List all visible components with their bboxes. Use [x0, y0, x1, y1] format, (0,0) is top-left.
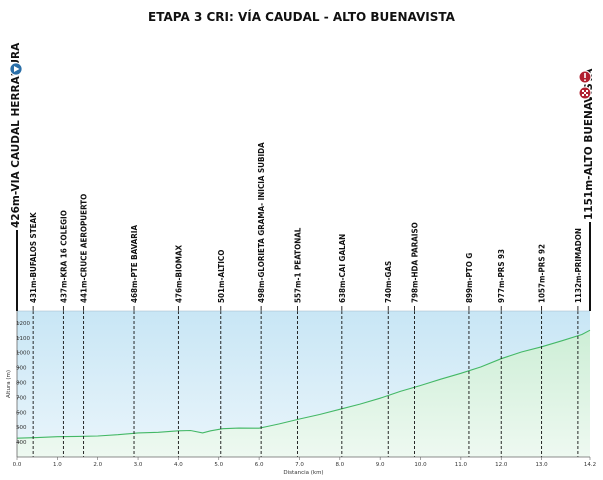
finish-icon-dot — [584, 79, 586, 81]
x-tick-label: 2.0 — [93, 462, 102, 468]
waypoint-label: 557m-1 PEATONAL — [293, 227, 302, 303]
x-tick-label: 1.0 — [53, 462, 62, 468]
x-tick-label: 9.0 — [376, 462, 385, 468]
checker-square — [582, 94, 584, 96]
checker-square — [582, 90, 584, 92]
finish-icon-bang — [584, 73, 586, 78]
checker-square — [586, 90, 588, 92]
y-tick-label: 600 — [16, 410, 27, 416]
waypoint-label: 977m-PRS 93 — [497, 249, 506, 303]
waypoint-label: 431m-BUFALOS STEAK — [29, 212, 38, 303]
x-tick-label: 14.2 — [584, 462, 596, 468]
x-tick-label: 5.0 — [214, 462, 223, 468]
elevation-line — [16, 329, 591, 439]
x-tick-label: 0.0 — [13, 462, 22, 468]
waypoint-label: 1132m-PRIMADON — [574, 228, 583, 303]
waypoint-label: 740m-GAS — [384, 261, 393, 303]
x-tick-label: 11.0 — [455, 462, 468, 468]
waypoint-label: 441m-CRUCE AEROPUERTO — [80, 194, 89, 303]
x-axis-title: Distancia (km) — [283, 470, 323, 476]
finish-label: 1151m-ALTO BUENAVISTA — [583, 68, 595, 220]
finish-checkered-flag-icon — [578, 86, 592, 100]
finish-exclamation-icon — [578, 70, 592, 84]
x-tick-label: 13.0 — [535, 462, 548, 468]
chart-title: ETAPA 3 CRI: VÍA CAUDAL - ALTO BUENAVIST… — [148, 10, 455, 24]
checker-square — [584, 92, 586, 94]
x-tick-label: 4.0 — [174, 462, 183, 468]
y-tick-label: 1200 — [16, 321, 30, 327]
waypoint-label: 437m-KRA 16 COLEGIO — [59, 210, 68, 303]
y-tick-label: 800 — [16, 381, 27, 387]
waypoint-label: 1057m-PRS 92 — [538, 244, 547, 303]
waypoint-label: 501m-ALTICO — [217, 250, 226, 303]
waypoint-label: 899m-PTO G — [465, 253, 474, 303]
waypoint-label: 798m-HDA PARAISO — [411, 222, 420, 303]
waypoint-label: 498m-GLORIETA GRAMA- INICIA SUBIDA — [257, 142, 266, 303]
x-tick-label: 10.0 — [414, 462, 427, 468]
waypoint-label: 476m-BIOMAX — [174, 244, 183, 303]
y-tick-label: 1000 — [16, 351, 30, 357]
y-tick-label: 400 — [16, 440, 27, 446]
checker-square — [586, 94, 588, 96]
x-tick-label: 8.0 — [335, 462, 344, 468]
y-tick-label: 900 — [16, 366, 27, 372]
waypoint-label: 638m-CAI GALAN — [338, 234, 347, 303]
y-tick-label: 500 — [16, 425, 27, 431]
y-tick-label: 700 — [16, 395, 27, 401]
start-play-icon — [9, 62, 23, 76]
waypoint-label: 468m-PTE BAVARIA — [130, 225, 139, 303]
x-tick-label: 12.0 — [495, 462, 508, 468]
start-icon-arrow — [14, 66, 20, 72]
x-tick-label: 3.0 — [134, 462, 143, 468]
start-label: 426m-VIA CAUDAL HERRADURA — [10, 42, 22, 228]
y-axis-title: Altura (m) — [6, 370, 12, 398]
x-tick-label: 7.0 — [295, 462, 304, 468]
y-tick-label: 1100 — [16, 336, 30, 342]
elevation-area-fill — [17, 330, 590, 457]
x-tick-label: 6.0 — [255, 462, 264, 468]
